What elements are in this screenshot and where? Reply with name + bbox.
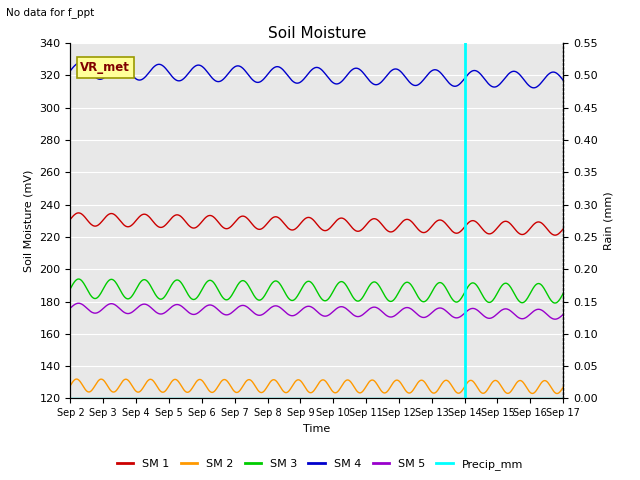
- Text: No data for f_ppt: No data for f_ppt: [6, 7, 95, 18]
- Y-axis label: Soil Moisture (mV): Soil Moisture (mV): [24, 169, 34, 272]
- X-axis label: Time: Time: [303, 424, 330, 433]
- Y-axis label: Rain (mm): Rain (mm): [604, 192, 613, 250]
- Text: VR_met: VR_met: [80, 61, 130, 74]
- Legend: SM 1, SM 2, SM 3, SM 4, SM 5, Precip_mm: SM 1, SM 2, SM 3, SM 4, SM 5, Precip_mm: [112, 455, 528, 474]
- Title: Soil Moisture: Soil Moisture: [268, 25, 366, 41]
